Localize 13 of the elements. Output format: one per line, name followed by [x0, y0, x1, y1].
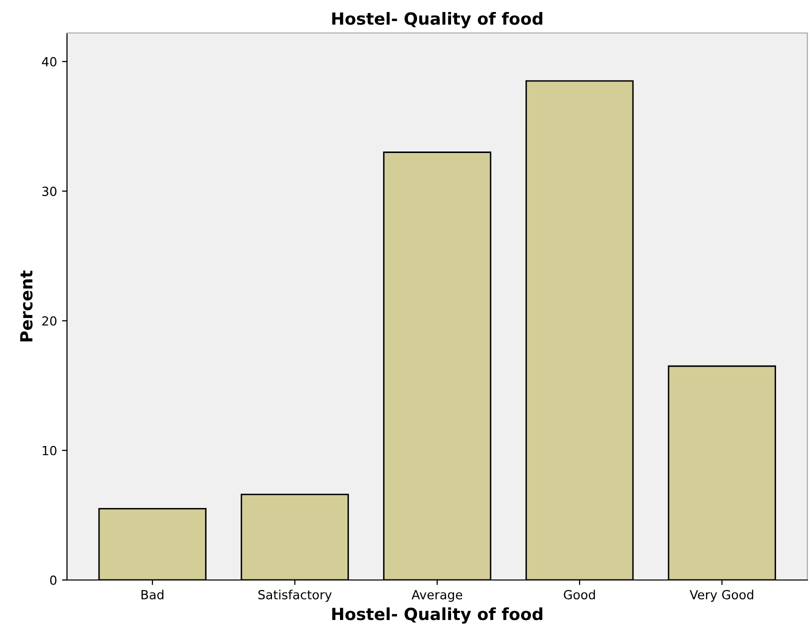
x-tick-label: Bad: [142, 590, 164, 600]
x-tick-label: Average: [412, 590, 462, 602]
x-tick-label: Good: [564, 590, 595, 600]
y-tick-label: 10: [42, 446, 56, 456]
y-tick-label: 20: [42, 316, 56, 326]
y-axis-title: Percent: [20, 270, 33, 342]
x-tick-label: Very Good: [690, 590, 754, 602]
y-tick-label: 30: [42, 186, 56, 196]
chart-title: Hostel- Quality of food: [332, 12, 542, 28]
y-tick-label: 40: [42, 56, 56, 66]
y-tick-label: 0: [50, 575, 56, 585]
x-axis-title: Hostel- Quality of food: [332, 607, 542, 624]
x-tick-label: Satisfactory: [258, 590, 332, 602]
